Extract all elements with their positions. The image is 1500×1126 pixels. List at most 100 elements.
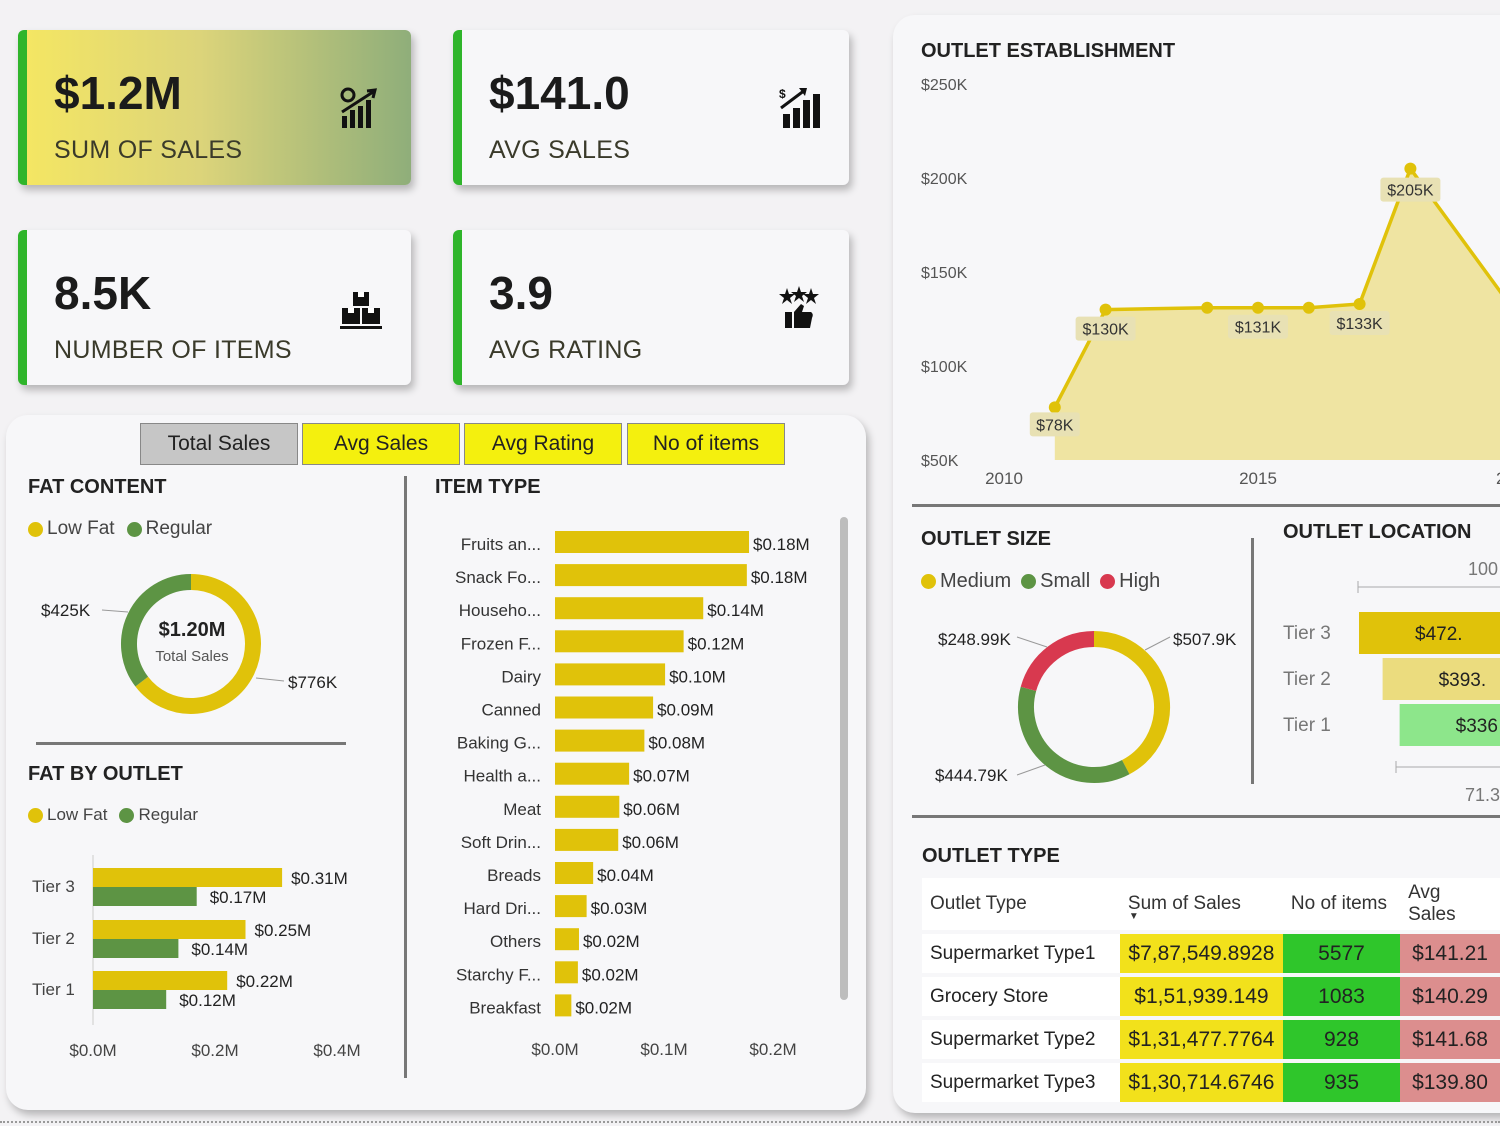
data-label: $0.22M <box>236 972 293 991</box>
data-label-bg <box>1075 316 1136 341</box>
data-label: $0.06M <box>623 800 680 819</box>
axis-tick-label: 71.3 <box>1465 785 1500 805</box>
x-tick-label: $0.4M <box>313 1041 360 1060</box>
data-point <box>1252 301 1264 314</box>
tab-avg-sales[interactable]: Avg Sales <box>302 423 460 465</box>
bar-low-fat <box>93 920 246 939</box>
leader-line <box>1016 764 1046 776</box>
category-label: Breads <box>487 866 541 885</box>
avg-sales-cell: $141.68 <box>1400 1020 1500 1059</box>
data-label: $0.12M <box>688 634 745 653</box>
donut-slice <box>121 574 192 687</box>
donut-slice <box>1020 631 1095 692</box>
data-point <box>1353 297 1366 310</box>
data-label: $507.9K <box>1173 630 1237 649</box>
category-label: Hard Dri... <box>464 899 541 918</box>
axis-tick-label: 100 <box>1468 559 1498 579</box>
tab-no-of-items[interactable]: No of items <box>627 423 785 465</box>
bar <box>555 961 578 984</box>
kpi-label: AVG SALES <box>489 136 631 164</box>
category-label: Fruits an... <box>461 535 541 554</box>
bar <box>555 597 704 620</box>
data-point <box>1099 303 1112 316</box>
legend-dot-regular <box>126 521 142 537</box>
data-label: $0.02M <box>582 965 639 984</box>
table-row[interactable]: Supermarket Type3 $1,30,714.6746 935 $13… <box>922 1063 1500 1102</box>
leader-line <box>101 609 129 613</box>
bar <box>555 531 750 553</box>
leader-line <box>255 677 285 682</box>
divider <box>36 742 346 745</box>
divider <box>912 815 1500 818</box>
x-tick-label: 2015 <box>1239 469 1277 488</box>
sum-of-sales-cell: $1,51,939.149 <box>1119 977 1283 1016</box>
kpi-value: $141.0 <box>489 67 630 119</box>
fat-content-title: FAT CONTENT <box>28 476 167 498</box>
svg-text:$: $ <box>779 87 786 101</box>
sum-of-sales-cell: $1,30,714.6746 <box>1119 1063 1283 1102</box>
column-header[interactable]: No of items <box>1282 878 1401 930</box>
bottom-dotted-border <box>0 1121 1500 1123</box>
bar <box>555 862 594 884</box>
fat-by-outlet-title: FAT BY OUTLET <box>28 763 183 785</box>
fat-by-outlet-legend: Low Fat Regular <box>28 805 198 825</box>
legend-label: Small <box>1040 570 1091 592</box>
tab-avg-rating[interactable]: Avg Rating <box>464 423 622 465</box>
category-label: Househo... <box>459 601 541 620</box>
y-tick-label: $150K <box>921 265 968 282</box>
table-row[interactable]: Grocery Store $1,51,939.149 1083 $140.29 <box>922 977 1500 1016</box>
column-header-sorted[interactable]: Sum of Sales ▼ <box>1119 878 1283 930</box>
vertical-divider <box>1251 538 1254 784</box>
x-tick-label: $0.2M <box>749 1040 796 1059</box>
no-of-items-cell: 928 <box>1282 1020 1401 1059</box>
category-label: Others <box>490 932 541 951</box>
data-point <box>1302 301 1315 314</box>
x-tick-label: 2 <box>1496 469 1500 488</box>
no-of-items-cell: 1083 <box>1282 977 1401 1016</box>
legend-dot-regular <box>119 807 135 823</box>
kpi-label: NUMBER OF ITEMS <box>54 336 292 364</box>
category-label: Breakfast <box>469 998 541 1017</box>
table-row[interactable]: Supermarket Type2 $1,31,477.7764 928 $14… <box>922 1020 1500 1059</box>
category-label: Snack Fo... <box>455 568 541 587</box>
kpi-card-number-of-items: 8.5K NUMBER OF ITEMS <box>18 230 411 385</box>
category-label: Soft Drin... <box>461 833 541 852</box>
outlet-location-title: OUTLET LOCATION <box>1283 521 1472 543</box>
scrollbar[interactable] <box>840 517 848 1000</box>
kpi-label: AVG RATING <box>489 336 643 364</box>
data-label: $0.10M <box>669 667 726 686</box>
data-point <box>1201 301 1214 314</box>
legend-dot-low-fat <box>28 521 43 537</box>
kpi-value: $1.2M <box>54 67 182 119</box>
tab-total-sales[interactable]: Total Sales <box>140 423 298 465</box>
category-label: Starchy F... <box>456 965 541 984</box>
bar <box>555 928 579 951</box>
leader-line <box>1016 636 1048 648</box>
y-tick-label: $250K <box>921 77 968 94</box>
data-label: $0.14M <box>707 601 764 620</box>
y-tick-label: $50K <box>921 453 959 470</box>
bar <box>1359 612 1500 654</box>
outlet-type-cell: Grocery Store <box>922 977 1120 1016</box>
fat-content-legend: Low Fat Regular <box>28 518 212 540</box>
bar <box>555 564 747 587</box>
data-label: $78K <box>1036 417 1074 434</box>
column-header[interactable]: Avg Sales <box>1400 878 1500 930</box>
data-label: $248.99K <box>938 630 1011 649</box>
legend-dot-small <box>1021 574 1037 589</box>
category-label: Baking G... <box>457 734 541 753</box>
x-tick-label: 2010 <box>985 469 1023 488</box>
avg-sales-cell: $140.29 <box>1400 977 1500 1016</box>
data-label: $205K <box>1387 183 1434 200</box>
legend-label: Low Fat <box>47 805 108 824</box>
kpi-value: 8.5K <box>54 267 152 319</box>
table-row[interactable]: Supermarket Type1 $7,87,549.8928 5577 $1… <box>922 934 1500 973</box>
column-header[interactable]: Outlet Type <box>922 878 1120 930</box>
boxes-icon <box>340 292 382 329</box>
category-label: Tier 3 <box>32 877 75 896</box>
category-label: Canned <box>481 701 541 720</box>
bar-regular <box>93 990 167 1009</box>
category-label: Health a... <box>464 767 542 786</box>
x-tick-label: $0.2M <box>191 1041 238 1060</box>
data-label: $336 <box>1456 716 1498 737</box>
